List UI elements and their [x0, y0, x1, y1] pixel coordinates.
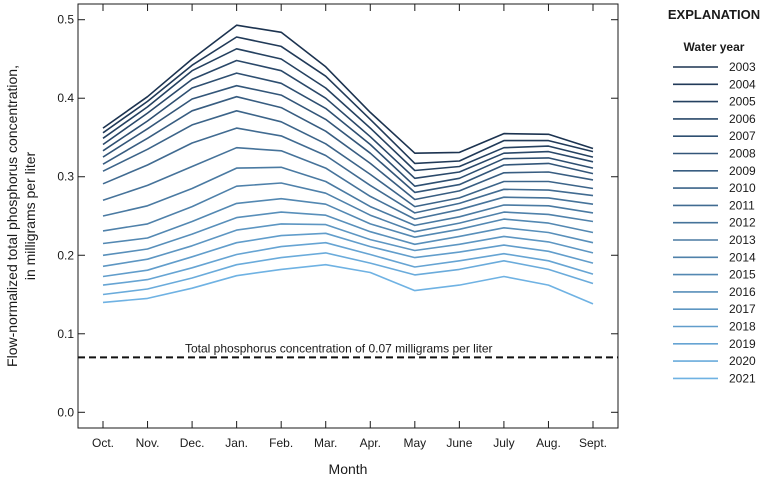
legend-label-2019: 2019	[729, 337, 756, 351]
legend-label-2010: 2010	[729, 181, 756, 195]
series-line-2009	[102, 95, 594, 201]
series-line-2013	[102, 166, 594, 227]
series-line-2006	[102, 59, 594, 180]
plot-frame	[77, 3, 619, 429]
legend-label-2004: 2004	[729, 77, 756, 91]
legend-items: 2003 2004 2005 2006 2007 2008 2009 2010 2011 2012…	[673, 60, 756, 385]
y-axis: 0.0 0.1 0.2 0.3 0.4 0.5	[57, 13, 618, 419]
legend-label-2005: 2005	[729, 95, 756, 109]
series-line-2005	[102, 47, 594, 172]
series-line-2003	[102, 24, 594, 154]
legend-label-2020: 2020	[729, 354, 756, 368]
series-line-2018	[102, 232, 594, 278]
x-tick-label: June	[446, 436, 472, 450]
series-line-2014	[102, 182, 594, 233]
legend: EXPLANATION Water year 20032004200520062…	[668, 7, 760, 385]
x-tick-label: July	[493, 436, 514, 450]
series-line-2019	[102, 241, 594, 286]
x-tick-label: Apr.	[360, 436, 381, 450]
legend-label-2012: 2012	[729, 216, 756, 230]
series-line-2004	[102, 36, 594, 165]
y-tick-label: 0.2	[57, 248, 74, 262]
legend-label-2003: 2003	[729, 60, 756, 74]
legend-label-2011: 2011	[729, 198, 755, 212]
legend-label-2014: 2014	[729, 250, 756, 264]
x-tick-label: Jan.	[225, 436, 248, 450]
x-axis: Oct. Nov. Dec. Jan. Feb. Mar. Apr. May June July A…	[92, 4, 607, 450]
legend-label-2008: 2008	[729, 147, 756, 161]
legend-label-2006: 2006	[729, 112, 756, 126]
series-line-2007	[102, 72, 594, 187]
legend-label-2007: 2007	[729, 129, 756, 143]
legend-label-2018: 2018	[729, 320, 756, 334]
y-tick-label: 0.4	[57, 91, 74, 105]
x-tick-label: Mar.	[314, 436, 337, 450]
y-tick-label: 0.1	[57, 327, 74, 341]
x-tick-label: Sept.	[579, 436, 607, 450]
y-tick-label: 0.0	[57, 405, 74, 419]
x-tick-label: Feb.	[269, 436, 293, 450]
legend-title: EXPLANATION	[668, 7, 760, 22]
series-line-2012	[102, 146, 594, 220]
series-lines	[102, 24, 594, 305]
series-line-2008	[102, 84, 594, 194]
y-tick-label: 0.5	[57, 13, 74, 27]
x-tick-label: Aug.	[536, 436, 561, 450]
x-tick-label: May	[403, 436, 426, 450]
legend-label-2021: 2021	[729, 371, 756, 385]
y-tick-label: 0.3	[57, 170, 74, 184]
legend-subtitle: Water year	[684, 40, 745, 54]
x-tick-label: Oct.	[92, 436, 114, 450]
series-line-2015	[102, 197, 594, 245]
y-axis-title-line1: Flow-normalized total phosphorus concent…	[4, 65, 20, 367]
series-line-2017	[102, 223, 594, 268]
series-line-2020	[102, 252, 594, 296]
legend-label-2009: 2009	[729, 164, 756, 178]
series-line-2011	[102, 127, 594, 214]
x-tick-label: Dec.	[180, 436, 205, 450]
x-tick-label: Nov.	[136, 436, 160, 450]
x-axis-title: Month	[329, 461, 368, 477]
legend-label-2017: 2017	[729, 302, 756, 316]
series-line-2021	[102, 263, 594, 305]
legend-label-2016: 2016	[729, 285, 756, 299]
series-line-2016	[102, 211, 594, 257]
reference-line-group: Total phosphorus concentration of 0.07 m…	[78, 341, 618, 359]
series-line-2010	[102, 110, 594, 208]
y-axis-title-line2: in milligrams per liter	[22, 151, 38, 280]
reference-line-label: Total phosphorus concentration of 0.07 m…	[185, 341, 493, 355]
legend-label-2013: 2013	[729, 233, 756, 247]
legend-label-2015: 2015	[729, 268, 756, 282]
